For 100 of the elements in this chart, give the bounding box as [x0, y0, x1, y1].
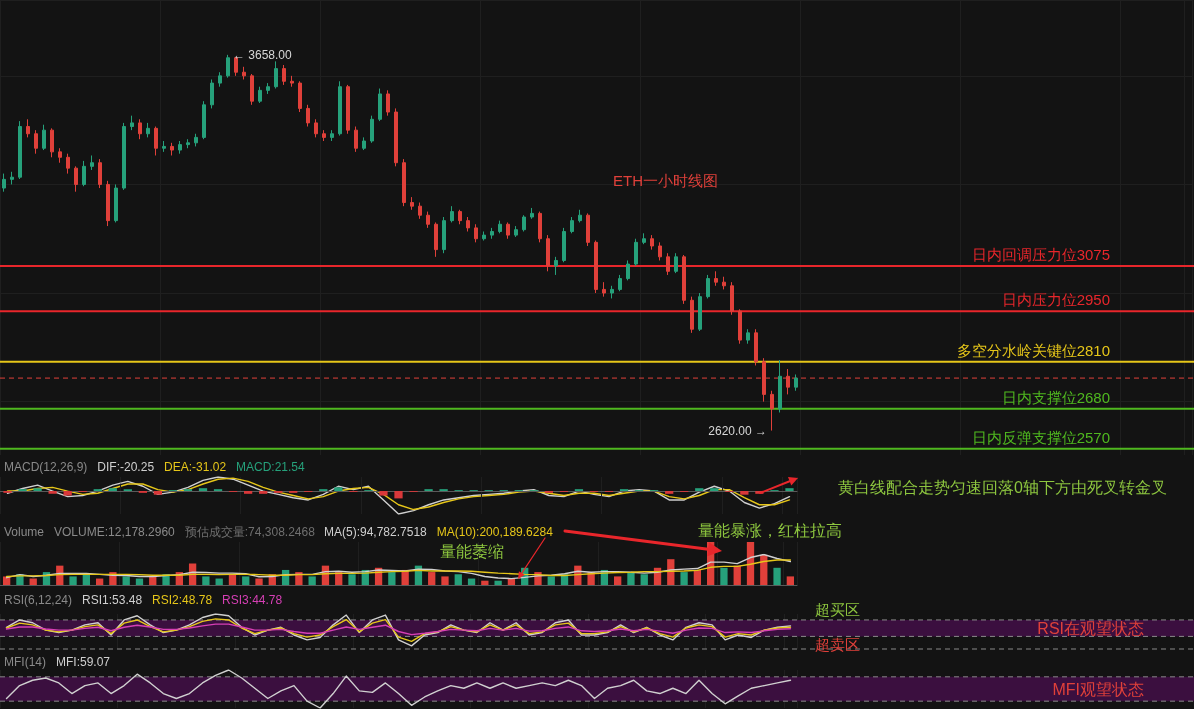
text: 量能暴涨，红柱拉高 [698, 521, 842, 539]
candlestick [106, 180, 110, 227]
bar [162, 574, 170, 585]
ref-line-label: 日内支撑位2680 [1001, 388, 1110, 406]
band-label: RSI在观望状态 [1037, 619, 1144, 637]
candlestick [522, 214, 526, 232]
bar [481, 580, 489, 585]
candlestick [170, 142, 174, 156]
candlestick [570, 216, 574, 234]
candlestick [50, 127, 54, 158]
text: MA(5):94,782.7518 [324, 525, 428, 539]
series-label: DIF:-20.25 [97, 460, 155, 474]
bar [255, 578, 263, 585]
bar [614, 576, 622, 585]
candlestick [66, 153, 70, 175]
candlestick [314, 118, 318, 138]
series-label: MFI:59.07 [56, 655, 111, 669]
candlestick [690, 296, 694, 334]
candlestick [10, 171, 14, 185]
candlestick [218, 71, 222, 88]
candlestick [602, 281, 606, 298]
candlestick [122, 122, 126, 191]
candlestick [682, 254, 686, 305]
candlestick [378, 88, 382, 122]
candlestick [394, 107, 398, 167]
candlestick [650, 234, 654, 251]
annotation: ← 3658.00 [233, 47, 293, 62]
candlestick [186, 138, 190, 149]
candlestick [146, 122, 150, 138]
candlestick [330, 129, 334, 142]
candlestick [90, 154, 94, 171]
bar [680, 572, 688, 585]
candlestick [538, 211, 542, 243]
candlestick [114, 183, 118, 223]
chart-title: RSI(6,12,24) [4, 593, 73, 607]
candlestick [194, 133, 198, 147]
candlestick [210, 78, 214, 109]
candlestick [42, 124, 46, 151]
ref-line-label: 日内压力位2950 [1001, 291, 1110, 309]
bar [388, 572, 396, 585]
bar [428, 572, 436, 585]
candlestick [746, 328, 750, 345]
series-label: MACD:21.54 [236, 460, 306, 474]
candlestick [506, 221, 510, 240]
candlestick [306, 104, 310, 128]
bar [773, 567, 781, 585]
candlestick [34, 129, 38, 155]
candlestick [226, 54, 230, 79]
candlestick [346, 84, 350, 135]
candlestick [778, 359, 782, 413]
candlestick [738, 308, 742, 345]
candlestick [178, 140, 182, 155]
candlestick [258, 86, 262, 104]
candlestick [162, 140, 166, 153]
bar [122, 576, 130, 585]
candlestick [594, 240, 598, 294]
candlestick [754, 328, 758, 366]
bar [454, 574, 462, 585]
candlestick [338, 80, 342, 137]
candlestick [250, 73, 254, 106]
band-label: MFI观望状态 [1052, 680, 1144, 698]
candlestick [450, 205, 454, 223]
text: ETH一小时线图 [613, 172, 718, 189]
candlestick [530, 207, 534, 220]
annotation: 超卖区 [815, 636, 860, 654]
candlestick [666, 252, 670, 276]
candlestick [554, 256, 558, 276]
candlestick [546, 234, 550, 272]
candlestick [586, 212, 590, 247]
candlestick [714, 270, 718, 287]
bar [308, 576, 316, 585]
candlestick [130, 115, 134, 131]
candlestick [274, 60, 278, 90]
candlestick [626, 259, 630, 281]
text: MA(10):200,189.6284 [436, 525, 554, 539]
candlestick [490, 227, 494, 240]
candlestick [370, 115, 374, 144]
candlestick [202, 100, 206, 140]
ref-line-label: 多空分水岭关键位2810 [956, 341, 1110, 359]
candlestick [402, 158, 406, 207]
candlestick [642, 232, 646, 245]
candlestick [458, 209, 462, 225]
candlestick [634, 238, 638, 267]
candlestick [266, 82, 270, 95]
candlestick [410, 196, 414, 211]
candlestick [658, 241, 662, 261]
series-label: RSI3:44.78 [222, 593, 283, 607]
series-label: DEA:-31.02 [164, 460, 227, 474]
candlestick [706, 274, 710, 299]
bar [348, 574, 356, 585]
candlestick [794, 373, 798, 392]
candlestick [18, 120, 22, 180]
annotation: 2620.00 → [708, 423, 767, 438]
candlestick [242, 66, 246, 80]
text: 黄白线配合走势匀速回落0轴下方由死叉转金叉 [838, 478, 1167, 496]
candlestick [322, 129, 326, 142]
candlestick [610, 285, 614, 299]
candlestick [770, 390, 774, 432]
candlestick [26, 118, 30, 138]
candlestick [74, 165, 78, 193]
